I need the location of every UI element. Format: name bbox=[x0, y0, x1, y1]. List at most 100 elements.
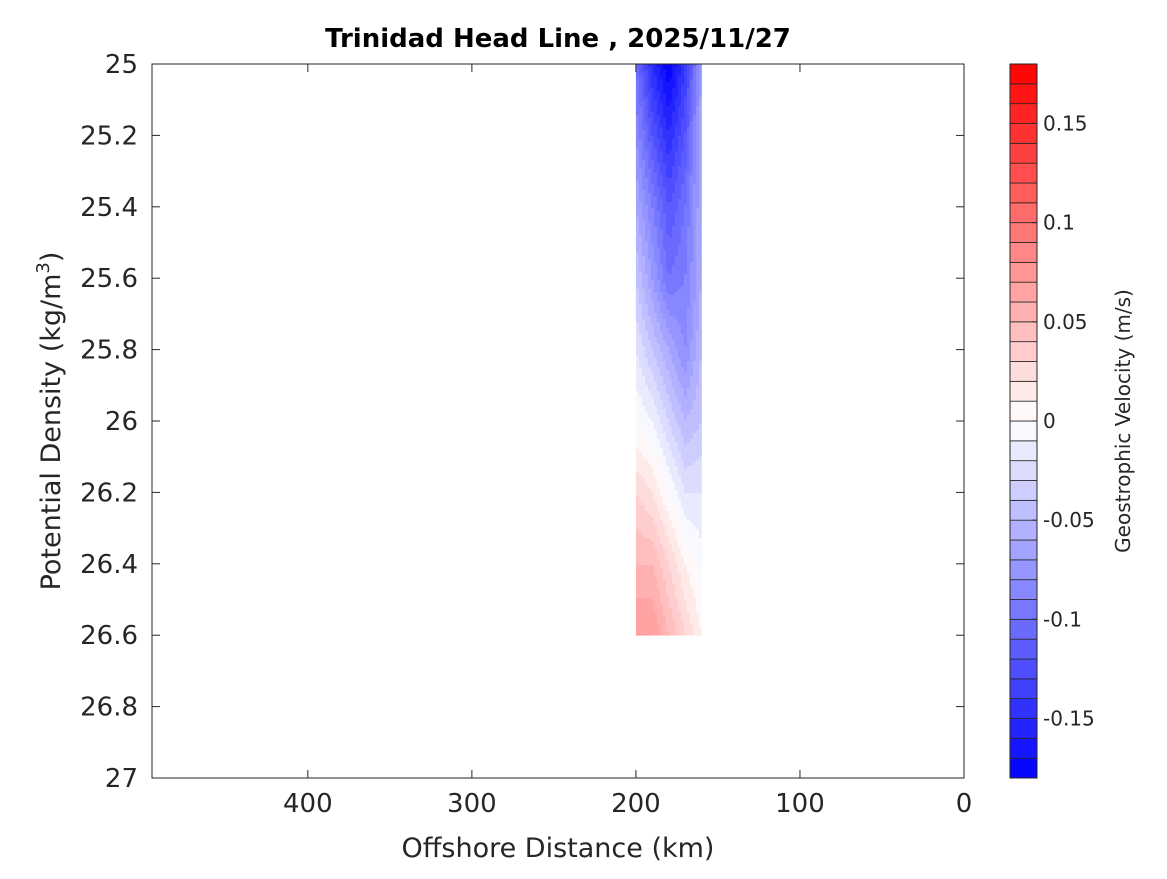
contour-cell bbox=[695, 433, 700, 437]
contour-cell bbox=[644, 97, 649, 101]
contour-cell bbox=[686, 223, 691, 227]
contour-cell bbox=[650, 214, 655, 218]
contour-cell bbox=[695, 556, 700, 560]
contour-cell bbox=[653, 130, 658, 134]
contour-cell bbox=[683, 403, 688, 407]
contour-cell bbox=[689, 232, 694, 236]
contour-cell bbox=[635, 340, 640, 344]
contour-cell bbox=[638, 97, 643, 101]
contour-cell bbox=[641, 436, 646, 440]
contour-cell bbox=[659, 367, 664, 371]
contour-cell bbox=[698, 193, 702, 197]
contour-cell bbox=[659, 64, 664, 68]
contour-cell bbox=[638, 82, 643, 86]
contour-cell bbox=[674, 364, 679, 368]
contour-cell bbox=[680, 109, 685, 113]
contour-cell bbox=[641, 124, 646, 128]
contour-cell bbox=[659, 115, 664, 119]
contour-cell bbox=[641, 616, 646, 620]
contour-cell bbox=[680, 76, 685, 80]
contour-cell bbox=[647, 163, 652, 167]
contour-cell bbox=[644, 214, 649, 218]
contour-cell bbox=[668, 295, 673, 299]
contour-cell bbox=[692, 550, 697, 554]
contour-cell bbox=[695, 100, 700, 104]
contour-cell bbox=[683, 112, 688, 116]
contour-cell bbox=[644, 208, 649, 212]
contour-cell bbox=[662, 238, 667, 242]
contour-cell bbox=[680, 334, 685, 338]
contour-cell bbox=[677, 265, 682, 269]
contour-cell bbox=[692, 256, 697, 260]
contour-cell bbox=[695, 331, 700, 335]
contour-cell bbox=[680, 298, 685, 302]
contour-cell bbox=[635, 406, 640, 410]
contour-cell bbox=[680, 517, 685, 521]
contour-cell bbox=[644, 454, 649, 458]
contour-cell bbox=[662, 352, 667, 356]
contour-cell bbox=[656, 130, 661, 134]
colorbar-tick-label: 0.1 bbox=[1043, 211, 1075, 235]
contour-cell bbox=[689, 115, 694, 119]
contour-cell bbox=[641, 439, 646, 443]
contour-cell bbox=[662, 556, 667, 560]
contour-cell bbox=[653, 397, 658, 401]
contour-cell bbox=[680, 625, 685, 629]
contour-cell bbox=[677, 118, 682, 122]
contour-cell bbox=[683, 481, 688, 485]
contour-cell bbox=[638, 394, 643, 398]
contour-cell bbox=[653, 340, 658, 344]
contour-cell bbox=[635, 277, 640, 281]
contour-cell bbox=[677, 286, 682, 290]
contour-cell bbox=[647, 76, 652, 80]
contour-cell bbox=[686, 259, 691, 263]
contour-cell bbox=[671, 196, 676, 200]
contour-cell bbox=[650, 496, 655, 500]
contour-cell bbox=[677, 385, 682, 389]
contour-cell bbox=[662, 415, 667, 419]
contour-cell bbox=[647, 349, 652, 353]
contour-cell bbox=[641, 154, 646, 158]
contour-cell bbox=[677, 109, 682, 113]
contour-cell bbox=[674, 556, 679, 560]
contour-cell bbox=[650, 631, 655, 635]
contour-cell bbox=[635, 403, 640, 407]
contour-cell bbox=[680, 604, 685, 608]
contour-cell bbox=[671, 325, 676, 329]
contour-cell bbox=[695, 115, 700, 119]
contour-cell bbox=[692, 277, 697, 281]
contour-cell bbox=[644, 397, 649, 401]
contour-cell bbox=[635, 100, 640, 104]
contour-cell bbox=[635, 622, 640, 626]
contour-cell bbox=[680, 259, 685, 263]
contour-cell bbox=[680, 196, 685, 200]
contour-cell bbox=[674, 235, 679, 239]
contour-cell bbox=[677, 97, 682, 101]
contour-cell bbox=[662, 76, 667, 80]
contour-cell bbox=[635, 634, 640, 636]
contour-cell bbox=[644, 370, 649, 374]
contour-cell bbox=[683, 340, 688, 344]
contour-cell bbox=[662, 235, 667, 239]
contour-cell bbox=[680, 430, 685, 434]
contour-cell bbox=[653, 64, 658, 68]
contour-cell bbox=[695, 535, 700, 539]
contour-cell bbox=[641, 115, 646, 119]
contour-cell bbox=[680, 304, 685, 308]
contour-cell bbox=[662, 226, 667, 230]
contour-cell bbox=[638, 517, 643, 521]
contour-cell bbox=[677, 181, 682, 185]
contour-cell bbox=[695, 589, 700, 593]
contour-cell bbox=[692, 337, 697, 341]
contour-cell bbox=[698, 319, 702, 323]
contour-cell bbox=[635, 361, 640, 365]
contour-cell bbox=[650, 127, 655, 131]
contour-cell bbox=[650, 469, 655, 473]
contour-cell bbox=[647, 343, 652, 347]
contour-cell bbox=[695, 274, 700, 278]
contour-cell bbox=[698, 106, 702, 110]
contour-cell bbox=[671, 556, 676, 560]
contour-cell bbox=[665, 199, 670, 203]
contour-cell bbox=[668, 256, 673, 260]
contour-cell bbox=[677, 121, 682, 125]
